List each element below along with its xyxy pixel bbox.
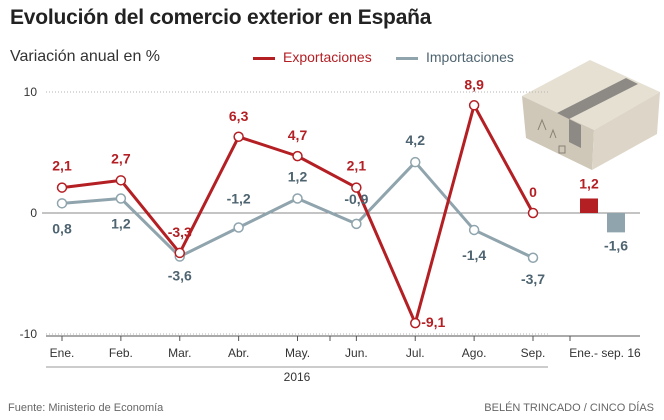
y-tick-label: 10: [24, 85, 38, 99]
exports-data-label: 6,3: [229, 108, 249, 124]
y-tick-label: -10: [20, 327, 38, 341]
exports-data-label: 0: [529, 184, 537, 200]
exports-point: [174, 247, 185, 259]
imports-summary-bar: [607, 213, 625, 233]
x-tick-label: Ene.: [50, 346, 75, 360]
legend-imports-swatch: [396, 57, 418, 60]
exports-point: [351, 182, 362, 193]
x-tick-label: Jun.: [345, 346, 368, 360]
summary-category-label: Ene.- sep. 16: [569, 346, 641, 360]
imports-data-label: 1,2: [111, 215, 131, 231]
x-tick-label: May.: [285, 346, 310, 360]
imports-data-label: 0,8: [52, 220, 72, 236]
exports-point: [56, 182, 68, 193]
legend-exports-label: Exportaciones: [283, 49, 372, 65]
exports-data-label: 4,7: [288, 127, 308, 143]
imports-point: [292, 193, 303, 204]
x-tick-label: Mar.: [168, 346, 191, 360]
y-tick-label: 0: [30, 206, 37, 220]
imports-point: [115, 193, 127, 204]
x-tick-label: Jul.: [406, 346, 425, 360]
exports-summary-bar: [580, 198, 598, 213]
x-tick-label: Feb.: [109, 346, 133, 360]
x-axis-year-label: 2016: [284, 370, 311, 384]
imports-point: [468, 224, 480, 236]
imports-summary-label: -1,6: [604, 237, 628, 253]
imports-point: [56, 198, 68, 209]
imports-data-label: -1,2: [227, 191, 251, 207]
source-note: Fuente: Ministerio de Economía: [8, 402, 164, 414]
imports-point: [527, 252, 539, 264]
x-tick-label: Ago.: [462, 346, 487, 360]
exports-data-label: -9,1: [421, 314, 445, 330]
imports-data-label: 1,2: [288, 168, 308, 184]
chart-title: Evolución del comercio exterior en Españ…: [10, 6, 432, 29]
box-illustration: [522, 60, 660, 170]
exports-point: [292, 150, 303, 162]
x-tick-label: Sep.: [521, 346, 546, 360]
exports-point: [468, 100, 480, 111]
imports-point: [410, 156, 421, 168]
exports-point: [410, 317, 421, 329]
imports-data-label: -1,4: [462, 247, 486, 263]
x-tick-label: Abr.: [228, 346, 249, 360]
imports-data-label: -0,9: [344, 191, 368, 207]
exports-point: [527, 207, 539, 219]
exports-data-label: 8,9: [464, 76, 484, 92]
exports-summary-label: 1,2: [579, 175, 599, 191]
imports-data-label: -3,7: [521, 271, 545, 287]
exports-data-label: 2,1: [52, 158, 72, 174]
legend-imports-label: Importaciones: [426, 49, 514, 65]
imports-data-label: -3,6: [168, 268, 192, 284]
exports-data-label: 2,1: [347, 158, 367, 174]
exports-point: [115, 175, 127, 186]
exports-data-label: -3,3: [168, 224, 192, 240]
credit-note: BELÉN TRINCADO / CINCO DÍAS: [484, 402, 654, 414]
imports-data-label: 4,2: [406, 132, 426, 148]
imports-point: [233, 222, 244, 233]
legend-exports-swatch: [253, 57, 275, 60]
chart-subtitle: Variación anual en %: [10, 48, 161, 65]
imports-point: [351, 218, 362, 230]
exports-data-label: 2,7: [111, 150, 131, 166]
exports-point: [233, 131, 244, 143]
